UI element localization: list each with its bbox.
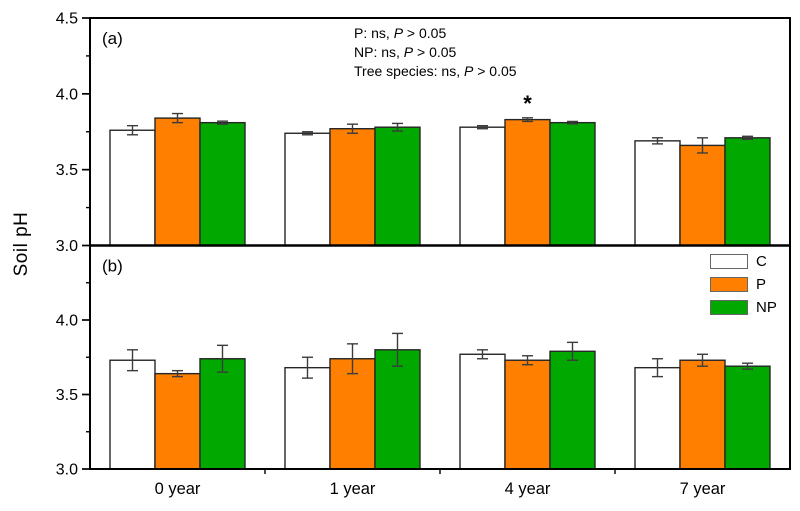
legend-swatch-icon — [710, 300, 748, 315]
bar-p-4-year — [504, 118, 551, 247]
bar-c-1-year — [284, 132, 331, 247]
y-tick-label: 4.0 — [56, 313, 78, 330]
bar-c-7-year — [634, 366, 681, 470]
y-tick-label: 3.5 — [56, 162, 78, 179]
legend-label: P — [756, 276, 767, 293]
bar-c-4-year — [459, 126, 506, 247]
annotation-line: Tree species: ns, P > 0.05 — [354, 62, 517, 81]
bar-np-1-year — [374, 126, 421, 247]
bar-c-4-year — [459, 353, 506, 470]
significance-marker: * — [523, 91, 532, 116]
annotation-line: NP: ns, P > 0.05 — [354, 43, 517, 62]
legend-label: NP — [756, 299, 777, 316]
bar-c-7-year — [634, 140, 681, 247]
bar-p-0-year — [154, 372, 201, 470]
bar-p-0-year — [154, 117, 201, 247]
annotation-text: Tree species: ns, — [354, 63, 464, 79]
y-axis-label: Soil pH — [11, 211, 32, 277]
panel-label: (a) — [102, 29, 123, 48]
y-tick-label: 4.0 — [56, 86, 78, 103]
y-tick-label: 3.5 — [56, 387, 78, 404]
legend-entry-np: NP — [710, 296, 777, 319]
bar-c-0-year — [109, 129, 156, 247]
annotation-text: P — [463, 63, 474, 79]
bar-np-4-year — [549, 350, 596, 470]
annotation-text: > 0.05 — [473, 63, 517, 79]
category-label: 1 year — [330, 480, 376, 498]
legend: C P NP — [710, 250, 777, 319]
legend-swatch-icon — [710, 254, 748, 269]
bar-np-0-year — [199, 358, 246, 470]
category-label: 7 year — [680, 480, 726, 498]
legend-swatch-icon — [710, 277, 748, 292]
y-tick-label: 3.0 — [56, 462, 78, 479]
category-label: 0 year — [155, 480, 201, 498]
annotation-line: P: ns, P > 0.05 — [354, 24, 517, 43]
bar-p-4-year — [504, 359, 551, 470]
legend-label: C — [756, 253, 767, 270]
bar-np-4-year — [549, 121, 596, 247]
bar-np-1-year — [374, 349, 421, 470]
bar-np-7-year — [724, 365, 771, 470]
annotation-text: P: ns, — [354, 25, 394, 41]
bar-np-0-year — [199, 121, 246, 247]
category-label: 4 year — [505, 480, 551, 498]
annotation-text: > 0.05 — [403, 25, 447, 41]
y-tick-label: 3.0 — [56, 238, 78, 255]
bar-p-1-year — [329, 358, 376, 470]
legend-entry-c: C — [710, 250, 777, 273]
y-tick-label: 4.5 — [56, 11, 78, 28]
annotation-text: > 0.05 — [413, 44, 457, 60]
bar-c-0-year — [109, 359, 156, 470]
annotation-text: P — [403, 44, 414, 60]
panel-label: (b) — [102, 257, 123, 276]
stats-annotation: P: ns, P > 0.05 NP: ns, P > 0.05 Tree spec… — [354, 24, 517, 81]
bar-np-7-year — [724, 137, 771, 247]
legend-entry-p: P — [710, 273, 777, 296]
bar-p-1-year — [329, 128, 376, 247]
bar-p-7-year — [679, 144, 726, 247]
bar-p-7-year — [679, 359, 726, 470]
annotation-text: P — [393, 25, 404, 41]
bar-c-1-year — [284, 366, 331, 470]
annotation-text: NP: ns, — [354, 44, 404, 60]
